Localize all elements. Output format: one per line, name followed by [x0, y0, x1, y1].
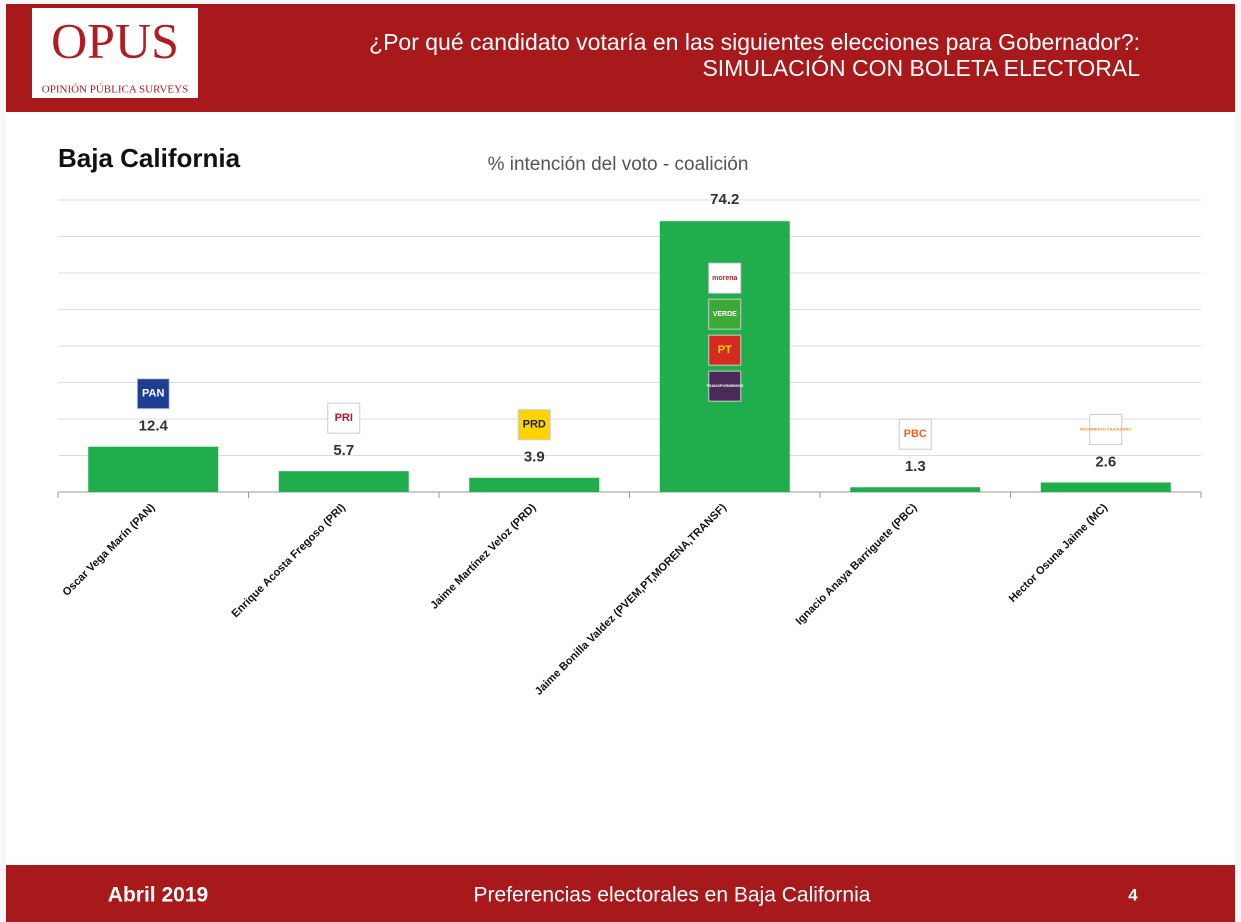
logo-subtitle: OPINIÓN PÚBLICA SURVEYS — [42, 84, 188, 96]
header-title: ¿Por qué candidato votaría en las siguie… — [369, 29, 1140, 55]
page-number: 4 — [1128, 885, 1138, 904]
party-logo — [136, 378, 170, 410]
logo: OPUS — [51, 12, 179, 68]
footer-caption: Preferencias electorales en Baja Califor… — [474, 884, 871, 907]
party-logo — [708, 370, 742, 402]
value-label: 1.3 — [905, 458, 926, 475]
chart-title: % intención del voto - coalición — [488, 154, 749, 175]
party-logo-text: PT — [718, 344, 732, 356]
bar — [88, 446, 219, 492]
bar — [1040, 482, 1171, 492]
party-logo-text: VERDE — [713, 311, 737, 318]
value-label: 3.9 — [524, 449, 545, 466]
party-logo — [327, 402, 361, 434]
party-logo-text: PRD — [523, 419, 546, 431]
logo-box — [32, 8, 198, 98]
region: Baja California — [58, 143, 241, 173]
bar — [469, 477, 600, 492]
value-label: 5.7 — [333, 442, 354, 459]
party-logo-text: PRI — [335, 412, 353, 424]
party-logo-text: MOVIMIENTO CIUDADANO — [1080, 427, 1131, 432]
party-logo — [517, 409, 551, 441]
party-logo — [708, 334, 742, 366]
value-label: 2.6 — [1095, 453, 1116, 470]
footer-date: Abril 2019 — [108, 884, 208, 907]
party-logo — [708, 262, 742, 294]
value-label: 12.4 — [139, 418, 169, 435]
party-logo — [898, 418, 932, 450]
header-title: SIMULACIÓN CON BOLETA ELECTORAL — [702, 55, 1140, 81]
bar — [850, 487, 981, 492]
party-logo-text: TRANSFORMEMOS — [706, 383, 744, 388]
footer-band — [6, 865, 1235, 922]
header-band — [6, 4, 1235, 112]
party-logo — [708, 298, 742, 330]
party-logo — [1089, 414, 1123, 446]
party-logo-text: morena — [712, 275, 737, 282]
value-label: 74.2 — [710, 191, 739, 208]
party-logo-text: PBC — [904, 428, 927, 440]
party-logo-text: PAN — [142, 388, 164, 400]
bar — [278, 471, 409, 492]
